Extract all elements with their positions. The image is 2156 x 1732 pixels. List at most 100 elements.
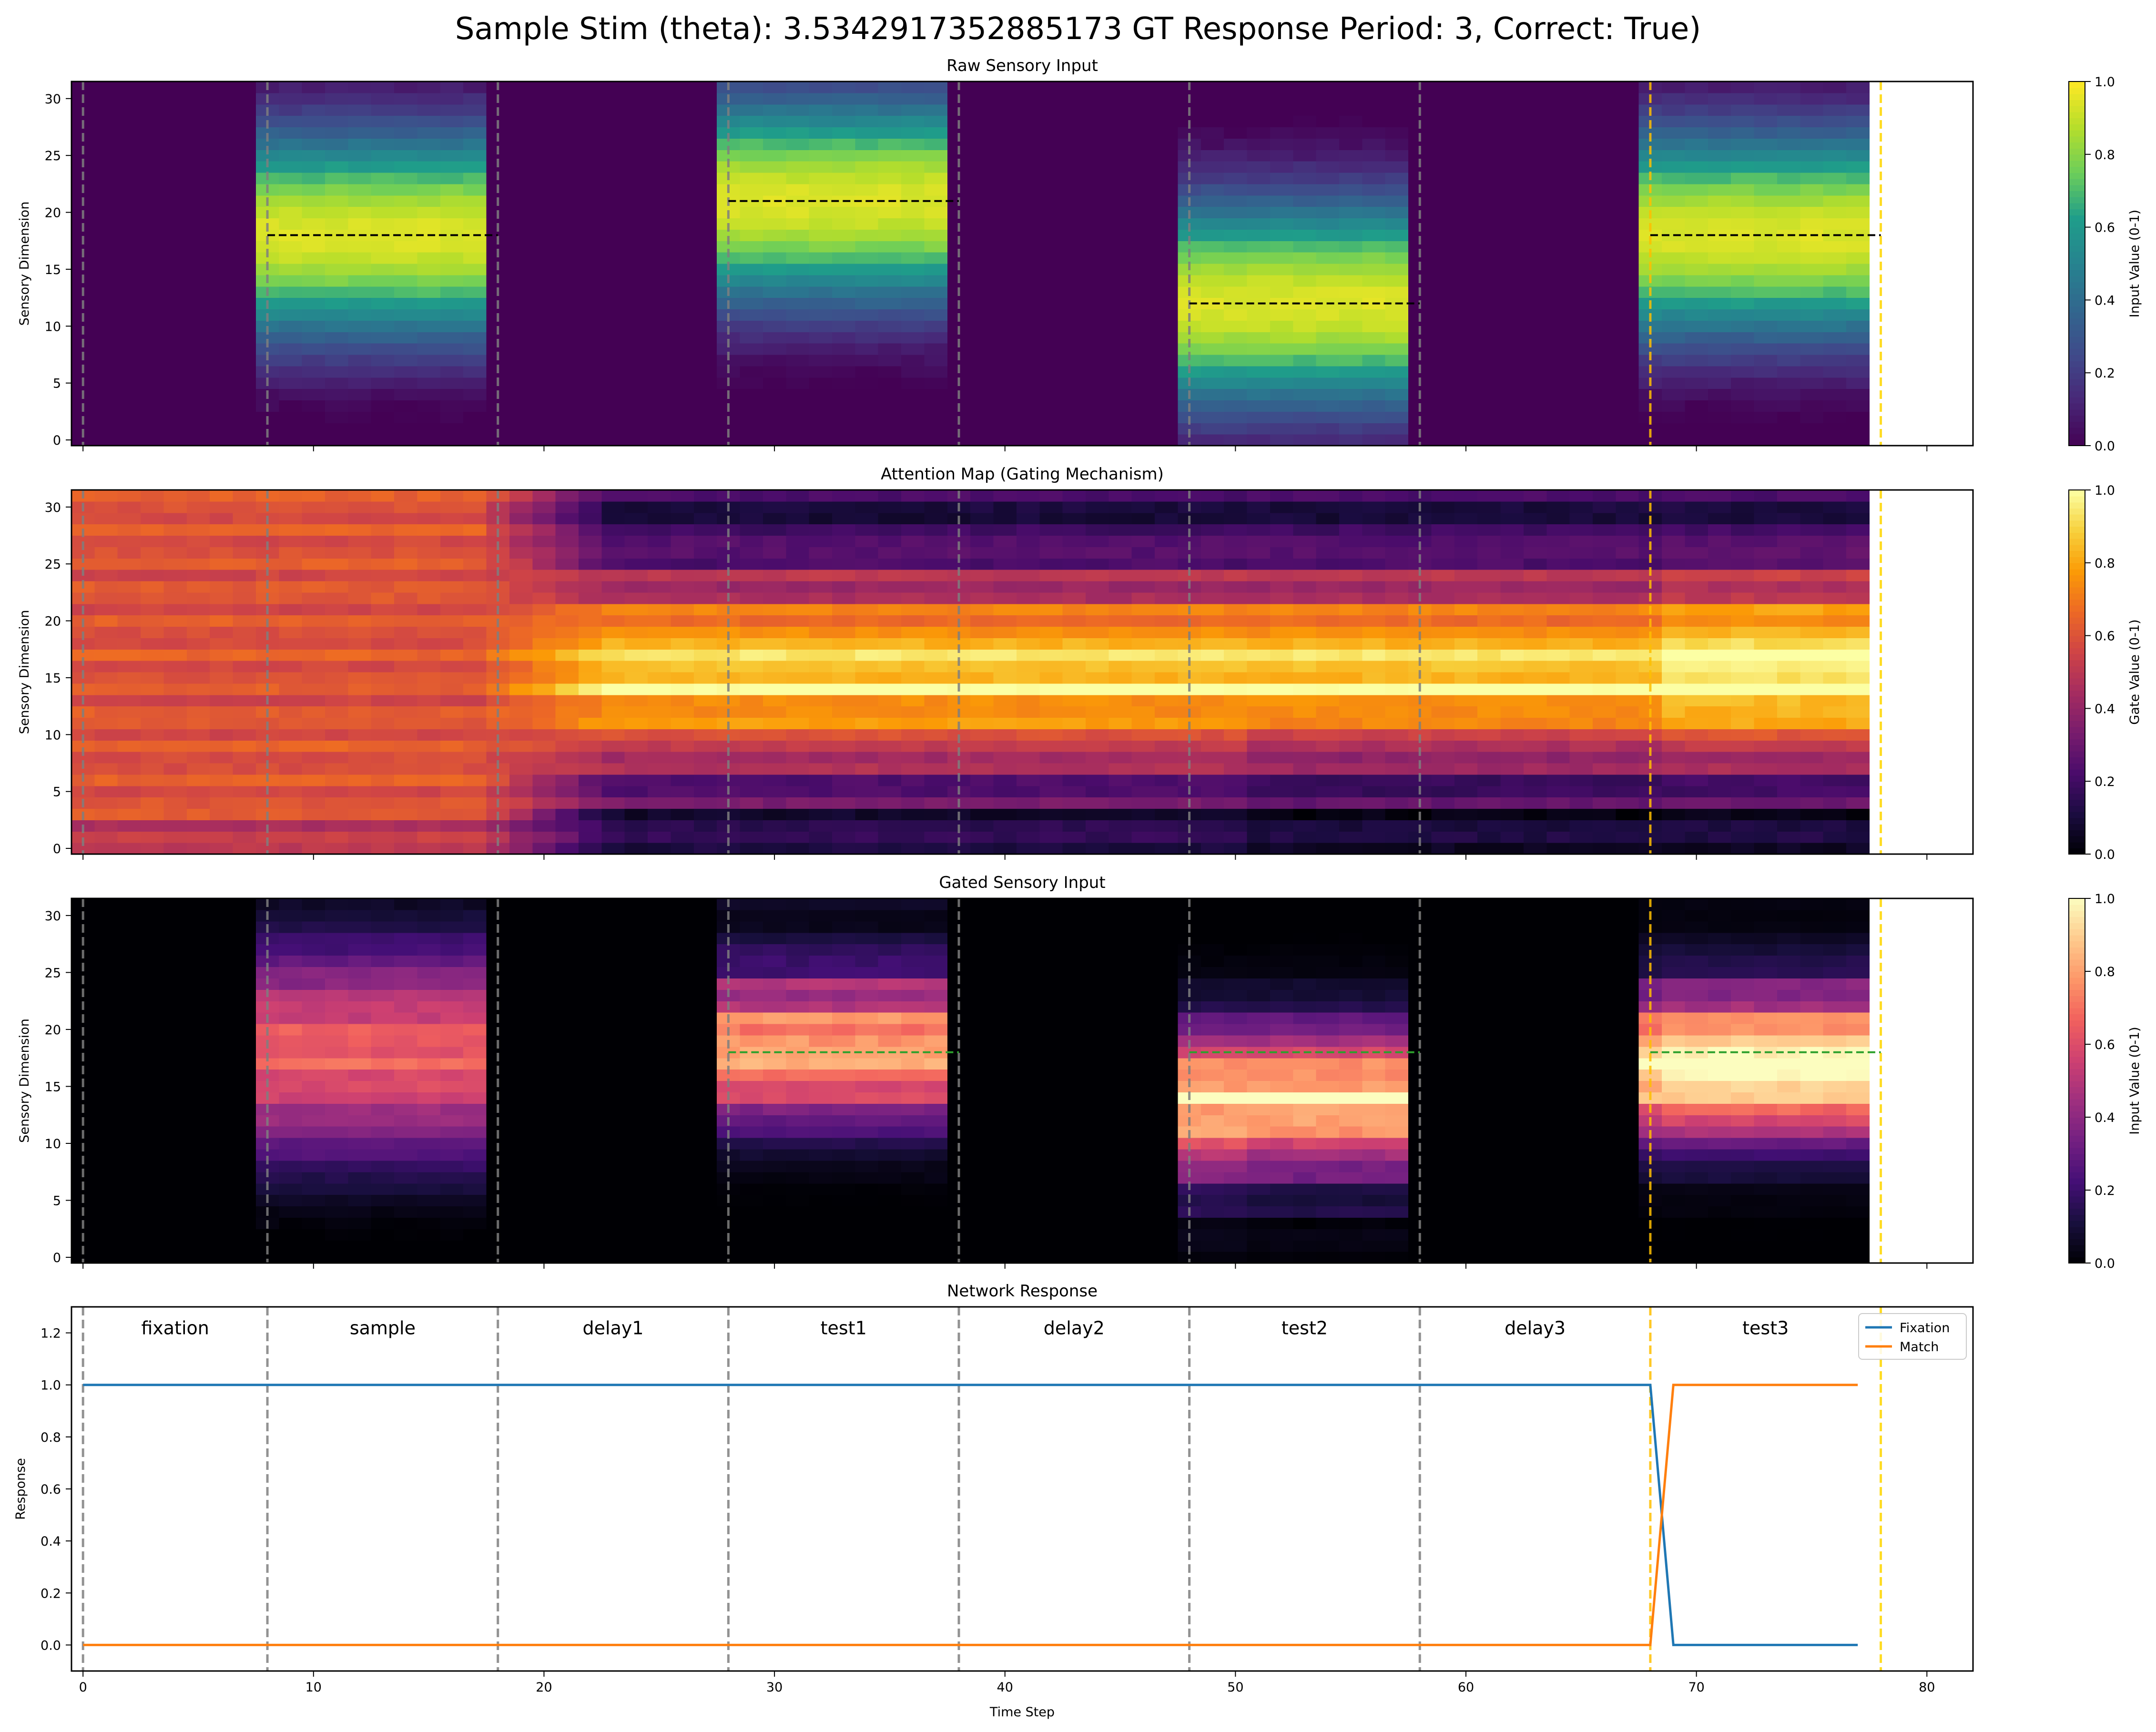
heatmap-cell — [141, 286, 164, 298]
heatmap-cell — [648, 241, 671, 253]
heatmap-cell — [1362, 138, 1386, 150]
heatmap-cell — [1086, 626, 1109, 638]
heatmap-cell — [624, 615, 648, 627]
heatmap-cell — [394, 366, 418, 378]
heatmap-cell — [924, 92, 948, 105]
heatmap-cell — [1385, 218, 1409, 230]
heatmap-cell — [509, 638, 533, 650]
heatmap-cell — [1293, 592, 1317, 604]
heatmap-cell — [1454, 683, 1478, 695]
heatmap-cell — [832, 547, 855, 559]
heatmap-cell — [1109, 706, 1132, 718]
heatmap-cell — [1523, 229, 1547, 241]
heatmap-cell — [417, 831, 441, 843]
heatmap-cell — [1109, 570, 1132, 581]
heatmap-cell — [1731, 400, 1755, 412]
heatmap-cell — [1247, 434, 1271, 446]
heatmap-cell — [1385, 626, 1409, 638]
heatmap-cell — [94, 275, 118, 287]
heatmap-cell — [1293, 717, 1317, 729]
heatmap-cell — [1546, 82, 1570, 93]
heatmap-cell — [1224, 173, 1248, 184]
heatmap-cell — [1431, 411, 1455, 423]
heatmap-cell — [1062, 831, 1086, 843]
heatmap-cell — [1500, 115, 1524, 128]
heatmap-cell — [1131, 694, 1155, 707]
heatmap-cell — [233, 535, 256, 547]
heatmap-cell — [832, 535, 855, 547]
heatmap-cell — [555, 252, 579, 264]
heatmap-cell — [532, 626, 556, 638]
heatmap-cell — [832, 400, 855, 412]
heatmap-cell — [555, 683, 579, 695]
heatmap-cell — [1846, 173, 1870, 184]
heatmap-cell — [1016, 797, 1040, 809]
heatmap-cell — [601, 264, 625, 275]
heatmap-cell — [993, 183, 1017, 196]
heatmap-cell — [394, 423, 418, 435]
heatmap-cell — [1569, 603, 1593, 616]
heatmap-cell — [1131, 570, 1155, 581]
colorbar-segment — [2069, 136, 2085, 143]
heatmap-cell — [417, 740, 441, 752]
heatmap-cell — [1593, 115, 1616, 128]
heatmap-cell — [1500, 127, 1524, 139]
heatmap-cell — [532, 547, 556, 559]
heatmap-cell — [1431, 626, 1455, 638]
heatmap-cell — [1431, 377, 1455, 389]
heatmap-cell — [970, 411, 994, 423]
heatmap-cell — [624, 717, 648, 729]
heatmap-cell — [740, 275, 763, 287]
heatmap-cell — [1155, 286, 1179, 298]
heatmap-cell — [1523, 320, 1547, 332]
heatmap-cell — [463, 206, 487, 219]
heatmap-cell — [117, 603, 141, 616]
heatmap-cell — [210, 286, 234, 298]
heatmap-cell — [1777, 241, 1800, 253]
heatmap-cell — [1339, 241, 1363, 253]
heatmap-cell — [1224, 626, 1248, 638]
colorbar-segment — [2069, 336, 2085, 343]
heatmap-cell — [1155, 740, 1179, 752]
heatmap-cell — [1546, 706, 1570, 718]
heatmap-cell — [855, 127, 879, 139]
heatmap-cell — [1754, 524, 1778, 536]
heatmap-cell — [1523, 377, 1547, 389]
heatmap-cell — [1316, 763, 1340, 775]
heatmap-cell — [1731, 752, 1755, 764]
heatmap-cell — [1086, 740, 1109, 752]
heatmap-cell — [1731, 774, 1755, 786]
heatmap-cell — [440, 535, 464, 547]
heatmap-cell — [1593, 547, 1616, 559]
heatmap-cell — [141, 434, 164, 446]
heatmap-cell — [233, 843, 256, 855]
heatmap-cell — [624, 512, 648, 525]
heatmap-cell — [1247, 320, 1271, 332]
heatmap-cell — [1523, 161, 1547, 173]
heatmap-cell — [555, 229, 579, 241]
heatmap-cell — [1293, 252, 1317, 264]
heatmap-cell — [601, 115, 625, 128]
heatmap-cell — [878, 524, 902, 536]
heatmap-cell — [1155, 626, 1179, 638]
heatmap-cell — [1062, 763, 1086, 775]
heatmap-cell — [693, 366, 717, 378]
heatmap-cell — [1247, 423, 1271, 435]
heatmap-cell — [532, 206, 556, 219]
heatmap-cell — [1316, 785, 1340, 798]
heatmap-cell — [1062, 558, 1086, 570]
heatmap-cell — [878, 400, 902, 412]
heatmap-cell — [141, 252, 164, 264]
heatmap-cell — [579, 423, 602, 435]
heatmap-cell — [117, 512, 141, 525]
heatmap-cell — [1016, 512, 1040, 525]
heatmap-cell — [371, 581, 395, 593]
heatmap-cell — [186, 309, 210, 321]
heatmap-cell — [970, 355, 994, 367]
heatmap-cell — [1016, 501, 1040, 513]
heatmap-cell — [463, 843, 487, 855]
heatmap-cell — [279, 332, 303, 344]
heatmap-cell — [624, 740, 648, 752]
heatmap-cell — [186, 649, 210, 661]
heatmap-cell — [1316, 195, 1340, 207]
